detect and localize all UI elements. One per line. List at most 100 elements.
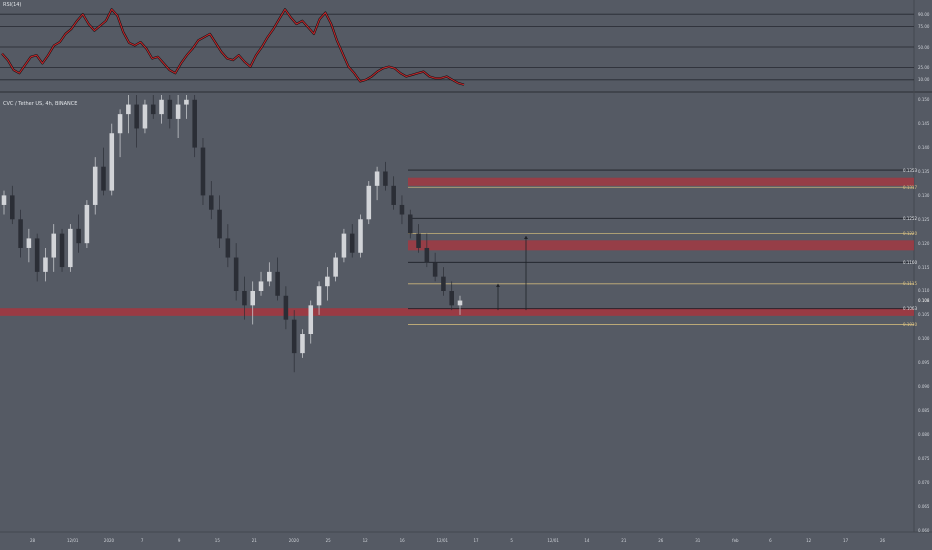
candle-body[interactable] <box>283 295 289 320</box>
candle-body[interactable] <box>316 286 322 306</box>
time-axis-label: 26 <box>880 538 886 543</box>
candle-body[interactable] <box>68 228 73 268</box>
candle-body[interactable] <box>192 99 197 148</box>
candle-body[interactable] <box>126 104 131 115</box>
candle-body[interactable] <box>225 238 231 258</box>
candle-body[interactable] <box>424 247 430 263</box>
price-level-lines <box>408 169 914 325</box>
level-tag: 0.1160 <box>903 259 917 265</box>
candle-body[interactable] <box>1 195 7 205</box>
candle-body[interactable] <box>242 290 247 306</box>
candle-body[interactable] <box>374 171 380 186</box>
price-axis-label: 0.140 <box>918 145 930 151</box>
candle-body[interactable] <box>134 104 139 129</box>
time-axis-label: 2020 <box>103 538 115 543</box>
candle-body[interactable] <box>175 104 181 119</box>
price-axis-label: 0.100 <box>918 336 930 342</box>
candle-body[interactable] <box>43 257 48 272</box>
candle-body[interactable] <box>358 219 363 253</box>
rsi-pane-title: RSI(14) <box>3 2 22 8</box>
candle-body[interactable] <box>200 147 206 196</box>
price-axis-label: 0.125 <box>918 216 930 222</box>
time-axis-label: 6 <box>769 538 772 543</box>
candle-body[interactable] <box>366 185 372 220</box>
candle-body[interactable] <box>449 290 454 306</box>
candle-body[interactable] <box>34 238 40 272</box>
level-tag: 0.1063 <box>903 306 917 312</box>
candle-body[interactable] <box>267 271 272 282</box>
time-axis-label: 28 <box>30 538 36 543</box>
candle-body[interactable] <box>159 99 164 115</box>
support-band <box>0 177 914 316</box>
candle-body[interactable] <box>407 214 413 234</box>
candle-body[interactable] <box>167 99 173 119</box>
candle-body[interactable] <box>399 204 405 215</box>
resistance-zone <box>408 240 914 251</box>
candle-body[interactable] <box>59 233 65 268</box>
candle-body[interactable] <box>308 305 314 335</box>
current-price-label: 0.108 <box>918 298 930 304</box>
time-axis-label: 26 <box>658 538 664 543</box>
candle-body[interactable] <box>109 133 115 191</box>
time-axis-label: 7 <box>140 538 144 543</box>
candle-body[interactable] <box>349 233 355 253</box>
time-axis-label: 17 <box>473 538 479 543</box>
candle-body[interactable] <box>291 319 297 354</box>
price-axis-label: 0.090 <box>918 384 930 390</box>
candle-body[interactable] <box>341 233 347 258</box>
candle-body[interactable] <box>10 195 15 220</box>
candle-body[interactable] <box>275 271 280 296</box>
candle-body[interactable] <box>300 334 305 354</box>
rsi-line <box>1 8 465 86</box>
time-axis-label: 12/01 <box>436 538 449 543</box>
candle-body[interactable] <box>150 104 156 115</box>
time-axis-label: 2020 <box>288 538 299 543</box>
level-tag: 0.1115 <box>903 281 917 287</box>
time-axis-label: 12/01 <box>547 538 559 543</box>
time-axis-label: 21 <box>621 538 627 543</box>
rsi-level-label: 10.00 <box>918 77 930 83</box>
time-axis-label: 31 <box>695 538 701 543</box>
rsi-level-label: 50.00 <box>918 44 930 50</box>
candle-body[interactable] <box>92 166 98 205</box>
candle-body[interactable] <box>51 233 57 258</box>
price-axis-label: 0.070 <box>918 479 930 485</box>
candlestick-series[interactable] <box>1 95 463 373</box>
rsi-level-lines <box>0 13 914 81</box>
level-tag: 0.1252 <box>903 215 917 221</box>
candle-body[interactable] <box>26 238 32 248</box>
candle-body[interactable] <box>441 276 446 291</box>
price-axis-label: 0.130 <box>918 192 930 198</box>
candle-body[interactable] <box>117 114 123 134</box>
time-axis-label: 12/01 <box>66 538 79 543</box>
candle-body[interactable] <box>250 290 256 306</box>
candle-body[interactable] <box>233 257 239 291</box>
candle-body[interactable] <box>18 219 23 248</box>
level-tag: 0.1030 <box>903 321 917 327</box>
projection-arrows <box>496 236 528 311</box>
price-axis-label: 0.080 <box>918 431 930 437</box>
candle-body[interactable] <box>217 209 222 239</box>
candle-body[interactable] <box>101 166 106 191</box>
time-axis-label: 14 <box>584 538 590 543</box>
candle-body[interactable] <box>325 276 330 287</box>
candle-body[interactable] <box>391 185 396 205</box>
candle-body[interactable] <box>432 262 438 277</box>
candle-body[interactable] <box>208 195 214 210</box>
candle-body[interactable] <box>84 204 90 244</box>
price-axis-label: 0.150 <box>918 97 930 103</box>
level-tag: 0.1220 <box>903 231 917 237</box>
candle-body[interactable] <box>184 99 189 105</box>
price-axis-label: 0.060 <box>918 527 930 533</box>
candle-body[interactable] <box>383 171 388 186</box>
candle-body[interactable] <box>333 257 338 277</box>
candle-body[interactable] <box>76 228 81 244</box>
candle-body[interactable] <box>258 281 264 291</box>
time-axis-label: 12 <box>806 538 812 543</box>
candle-body[interactable] <box>457 300 463 306</box>
level-tag: 0.1353 <box>903 167 917 173</box>
time-axis-label: 21 <box>251 538 257 543</box>
candle-body[interactable] <box>416 233 421 248</box>
candle-body[interactable] <box>142 104 148 129</box>
